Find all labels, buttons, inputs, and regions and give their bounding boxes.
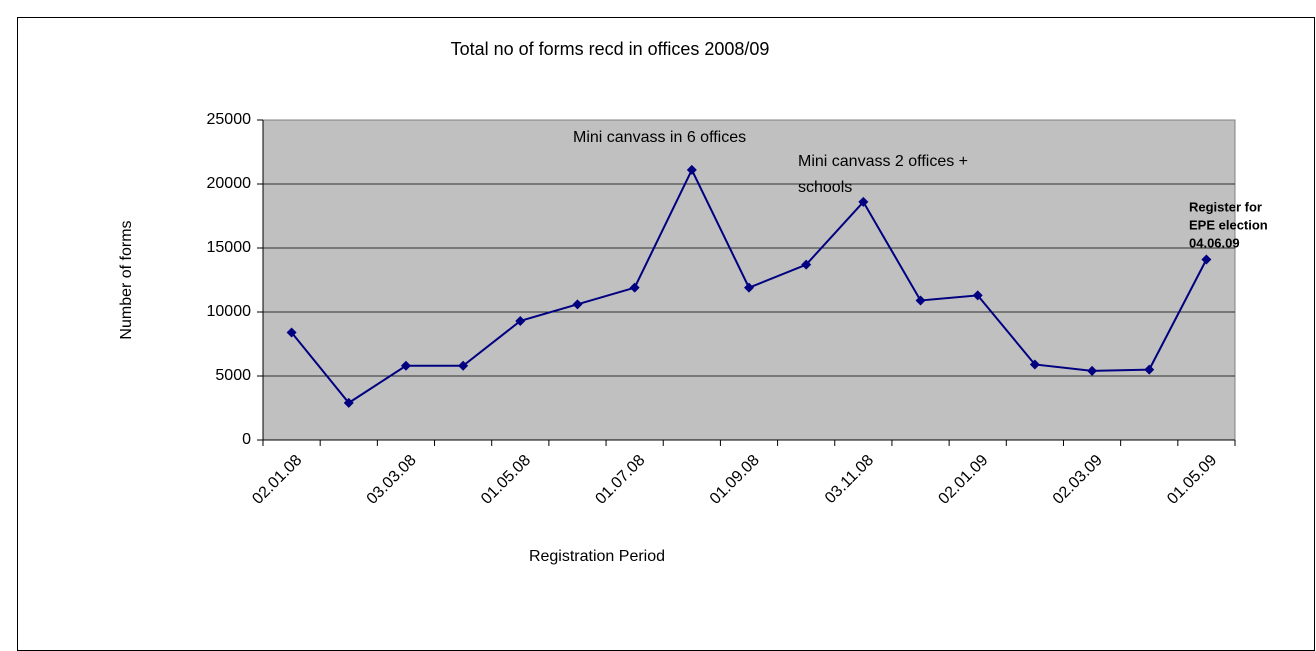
point-marker	[400, 360, 411, 371]
point-marker	[744, 282, 754, 293]
point-marker	[629, 282, 640, 293]
annotation: EPE election	[1189, 217, 1268, 232]
annotation: schools	[798, 179, 852, 196]
point-marker	[458, 360, 469, 371]
x-axis-label: Registration Period	[529, 548, 665, 565]
y-tick-label: 25000	[207, 111, 252, 128]
y-tick-label: 0	[242, 431, 251, 448]
point-marker	[515, 315, 526, 326]
point-marker	[1201, 254, 1212, 265]
plot-area	[262, 119, 1236, 441]
point-marker	[858, 196, 869, 207]
point-marker	[343, 397, 354, 408]
chart-title: Total no of forms recd in offices 2008/0…	[451, 39, 770, 59]
point-marker	[572, 299, 583, 310]
annotation: Mini canvass in 6 offices	[573, 129, 746, 146]
point-marker	[972, 290, 983, 301]
y-tick-label: 10000	[207, 303, 252, 320]
y-tick-label: 20000	[207, 175, 252, 192]
y-axis-label: Number of forms	[118, 220, 135, 339]
point-marker	[1029, 359, 1040, 370]
annotation: 04.06.09	[1189, 235, 1240, 250]
y-tick-label: 15000	[207, 239, 252, 256]
annotation: Mini canvass 2 offices +	[798, 153, 968, 170]
point-marker	[686, 164, 697, 175]
point-marker	[286, 327, 297, 338]
point-marker	[801, 259, 812, 270]
y-tick-label: 5000	[215, 367, 251, 384]
point-marker	[1144, 364, 1155, 375]
annotation: Register for	[1189, 199, 1262, 214]
point-marker	[1087, 365, 1098, 376]
point-marker	[915, 295, 926, 306]
